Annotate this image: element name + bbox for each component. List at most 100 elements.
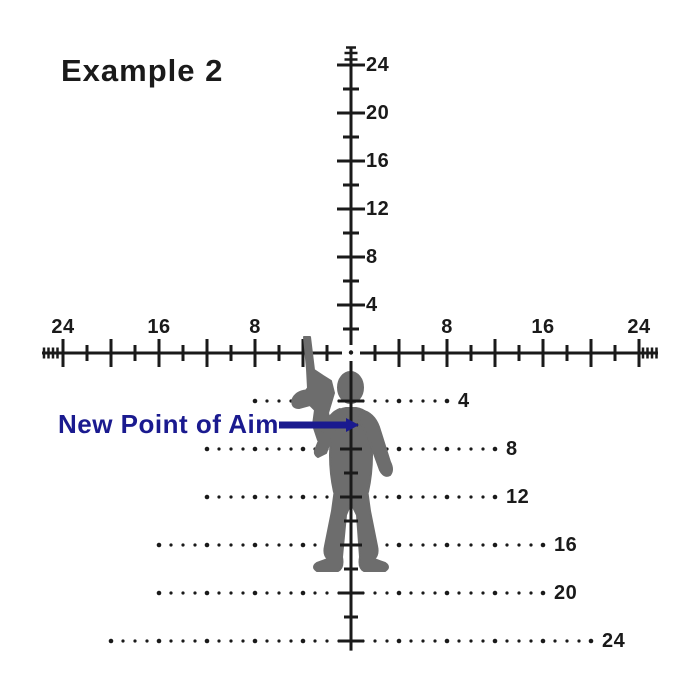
right-arm-shape <box>358 409 393 477</box>
drop-dot <box>444 590 450 596</box>
drop-dot <box>481 591 485 595</box>
drop-dot <box>337 639 341 643</box>
drop-dot <box>469 543 473 547</box>
drop-dot <box>193 543 197 547</box>
drop-dot <box>252 542 258 548</box>
v-axis-label: 8 <box>366 246 378 268</box>
drop-dot <box>361 639 365 643</box>
drop-dot <box>252 590 258 596</box>
left-arm-shape <box>313 408 346 458</box>
drop-line-label: 20 <box>554 582 578 604</box>
drop-dot <box>385 591 389 595</box>
drop-dot <box>325 495 329 499</box>
drop-dot <box>577 639 581 643</box>
v-axis-label: 20 <box>366 102 390 124</box>
drop-dot <box>421 591 425 595</box>
drop-dot <box>373 639 377 643</box>
drop-dot <box>241 495 245 499</box>
drop-dot <box>265 639 269 643</box>
drop-dot <box>277 639 281 643</box>
drop-dot <box>444 446 450 452</box>
drop-dot <box>373 495 377 499</box>
drop-dot <box>385 495 389 499</box>
drop-line-label: 8 <box>506 438 518 460</box>
drop-dot <box>252 638 258 644</box>
drop-dot <box>204 446 210 452</box>
drop-dot <box>444 398 450 404</box>
drop-dot <box>481 639 485 643</box>
drop-dot <box>421 495 425 499</box>
drop-dot <box>469 447 473 451</box>
drop-dot <box>540 542 546 548</box>
drop-line-label: 12 <box>506 486 530 508</box>
drop-dot <box>361 591 365 595</box>
drop-dot <box>457 447 461 451</box>
drop-dot <box>444 494 450 500</box>
drop-line-label: 24 <box>602 630 626 652</box>
drop-dot <box>409 495 413 499</box>
drop-dot <box>265 543 269 547</box>
legs-shape <box>313 488 389 572</box>
drop-dot <box>492 446 498 452</box>
drop-dot <box>252 446 258 452</box>
drop-dot <box>265 591 269 595</box>
crosshair-axes <box>42 46 658 367</box>
drop-dot <box>529 591 533 595</box>
drop-dot <box>277 543 281 547</box>
drop-dot <box>492 494 498 500</box>
drop-dot <box>565 639 569 643</box>
drop-dot <box>289 495 293 499</box>
drop-dot <box>385 399 389 403</box>
drop-dot <box>169 639 173 643</box>
drop-dot <box>444 542 450 548</box>
drop-dot <box>265 447 269 451</box>
drop-dot <box>229 447 233 451</box>
drop-dot <box>277 399 281 403</box>
drop-dot <box>433 543 437 547</box>
drop-dot <box>181 639 185 643</box>
drop-dot <box>121 639 125 643</box>
drop-dot <box>481 447 485 451</box>
drop-dot <box>433 495 437 499</box>
drop-dot <box>396 398 402 404</box>
drop-dot <box>409 399 413 403</box>
drop-dot <box>421 447 425 451</box>
drop-dot <box>181 543 185 547</box>
drop-dot <box>469 495 473 499</box>
drop-dot <box>517 591 521 595</box>
drop-dot <box>241 543 245 547</box>
drop-dot <box>492 542 498 548</box>
drop-dot <box>193 639 197 643</box>
drop-dot <box>553 639 557 643</box>
drop-dot <box>540 590 546 596</box>
drop-dot <box>517 639 521 643</box>
drop-dot <box>181 591 185 595</box>
drop-dot <box>265 399 269 403</box>
drop-dot <box>457 639 461 643</box>
h-axis-label-left: 8 <box>249 316 261 338</box>
drop-dot <box>241 447 245 451</box>
drop-dot <box>169 591 173 595</box>
drop-dot <box>156 638 162 644</box>
drop-dot <box>409 591 413 595</box>
drop-dot <box>217 495 221 499</box>
annotation-arrow <box>279 418 359 432</box>
drop-dot <box>361 399 365 403</box>
drop-dot <box>217 543 221 547</box>
drop-dot <box>469 591 473 595</box>
drop-dot <box>229 639 233 643</box>
soldier-silhouette <box>291 336 393 572</box>
drop-dot <box>433 447 437 451</box>
arrow-head-icon <box>346 418 359 432</box>
drop-dot <box>337 591 341 595</box>
drop-dot <box>252 494 258 500</box>
drop-dot <box>457 495 461 499</box>
drop-dot <box>169 543 173 547</box>
lower-stadia-line <box>340 361 362 651</box>
drop-dot <box>229 591 233 595</box>
drop-dot <box>469 639 473 643</box>
drop-dot <box>433 399 437 403</box>
drop-dot <box>204 494 210 500</box>
v-axis-label: 4 <box>366 294 378 316</box>
